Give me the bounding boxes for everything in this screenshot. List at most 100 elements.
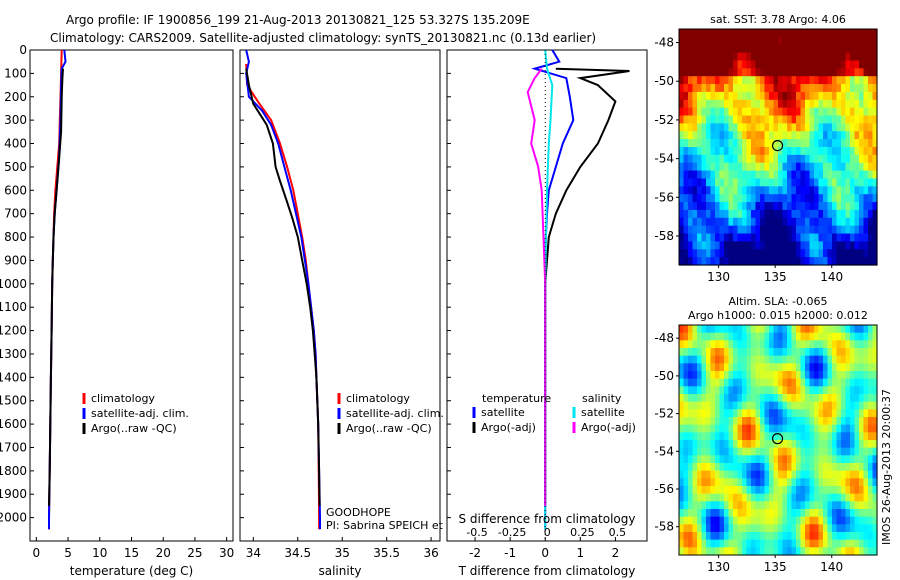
map-cell bbox=[778, 225, 784, 235]
map-cell bbox=[809, 202, 815, 211]
map-x-tick-label: 140 bbox=[820, 270, 843, 284]
map-cell bbox=[737, 432, 743, 441]
map-cell bbox=[701, 29, 707, 38]
map-cell bbox=[715, 401, 721, 410]
map-cell bbox=[832, 241, 838, 250]
map-cell bbox=[737, 76, 743, 85]
map-cell bbox=[715, 76, 721, 85]
map-cell bbox=[872, 249, 878, 258]
map-cell bbox=[823, 417, 829, 426]
map-cell bbox=[746, 84, 752, 93]
map-cell bbox=[868, 29, 874, 38]
map-cell bbox=[688, 417, 694, 426]
map-cell bbox=[809, 99, 815, 109]
map-cell bbox=[688, 107, 694, 117]
map-cell bbox=[791, 363, 797, 372]
map-cell bbox=[872, 131, 878, 140]
map-cell bbox=[823, 332, 829, 341]
map-cell bbox=[827, 440, 833, 449]
map-cell bbox=[683, 386, 689, 395]
map-cell bbox=[764, 363, 770, 372]
map-cell bbox=[872, 409, 878, 418]
map-cell bbox=[697, 432, 703, 441]
map-cell bbox=[764, 509, 770, 518]
map-cell bbox=[814, 147, 820, 156]
map-cell bbox=[715, 432, 721, 441]
map-cell bbox=[778, 547, 784, 556]
map-cell bbox=[814, 363, 820, 372]
map-cell bbox=[854, 501, 860, 510]
map-cell bbox=[827, 378, 833, 387]
map-cell bbox=[863, 417, 869, 426]
imos-timestamp: IMOS 26-Aug-2013 20:00:37 bbox=[880, 389, 893, 545]
map-cell bbox=[841, 257, 847, 266]
map-cell bbox=[773, 409, 779, 418]
map-cell bbox=[818, 424, 824, 433]
map-cell bbox=[724, 249, 730, 258]
map-cell bbox=[814, 249, 820, 258]
map-cell bbox=[688, 68, 694, 77]
map-cell bbox=[719, 516, 725, 525]
map-cell bbox=[737, 493, 743, 502]
map-cell bbox=[751, 394, 757, 403]
map-cell bbox=[769, 417, 775, 426]
map-cell bbox=[868, 123, 874, 132]
map-cell bbox=[710, 424, 716, 433]
map-cell bbox=[832, 539, 838, 548]
map-cell bbox=[845, 225, 851, 235]
map-cell bbox=[728, 532, 734, 541]
map-cell bbox=[706, 486, 712, 495]
map-cell bbox=[719, 355, 725, 364]
map-cell bbox=[809, 91, 815, 101]
map-cell bbox=[787, 394, 793, 403]
map-cell bbox=[692, 371, 698, 380]
map-cell bbox=[845, 241, 851, 250]
map-cell bbox=[809, 209, 815, 219]
map-cell bbox=[868, 355, 874, 364]
map-cell bbox=[769, 162, 775, 172]
map-cell bbox=[868, 486, 874, 495]
map-cell bbox=[715, 162, 721, 172]
map-cell bbox=[683, 348, 689, 357]
map-cell bbox=[872, 378, 878, 387]
map-cell bbox=[733, 186, 739, 195]
map-cell bbox=[818, 478, 824, 487]
map-cell bbox=[800, 332, 806, 341]
map-cell bbox=[782, 547, 788, 556]
map-cell bbox=[854, 170, 860, 180]
map-cell bbox=[859, 355, 865, 364]
map-cell bbox=[800, 539, 806, 548]
map-cell bbox=[872, 401, 878, 410]
x-tick-label: 1 bbox=[577, 546, 585, 560]
map-cell bbox=[814, 478, 820, 487]
map-cell bbox=[841, 76, 847, 85]
map-cell bbox=[688, 52, 694, 62]
map-cell bbox=[854, 194, 860, 203]
map-cell bbox=[692, 432, 698, 441]
map-cell bbox=[701, 186, 707, 195]
map-cell bbox=[778, 386, 784, 395]
map-cell bbox=[872, 455, 878, 464]
map-cell bbox=[850, 202, 856, 211]
map-cell bbox=[818, 202, 824, 211]
map-cell bbox=[760, 355, 766, 364]
map-cell bbox=[737, 241, 743, 250]
map-cell bbox=[724, 209, 730, 219]
map-cell bbox=[688, 355, 694, 364]
map-cell bbox=[782, 509, 788, 518]
map-cell bbox=[868, 348, 874, 357]
map-cell bbox=[863, 394, 869, 403]
map-cell bbox=[859, 162, 865, 172]
map-cell bbox=[769, 325, 775, 334]
map-cell bbox=[688, 225, 694, 235]
map-cell bbox=[751, 99, 757, 109]
map-cell bbox=[845, 340, 851, 349]
map-cell bbox=[737, 394, 743, 403]
map-cell bbox=[683, 147, 689, 156]
map-cell bbox=[796, 378, 802, 387]
map-cell bbox=[796, 348, 802, 357]
map-cell bbox=[823, 257, 829, 266]
map-cell bbox=[778, 147, 784, 156]
map-cell bbox=[701, 44, 707, 54]
map-cell bbox=[764, 493, 770, 502]
